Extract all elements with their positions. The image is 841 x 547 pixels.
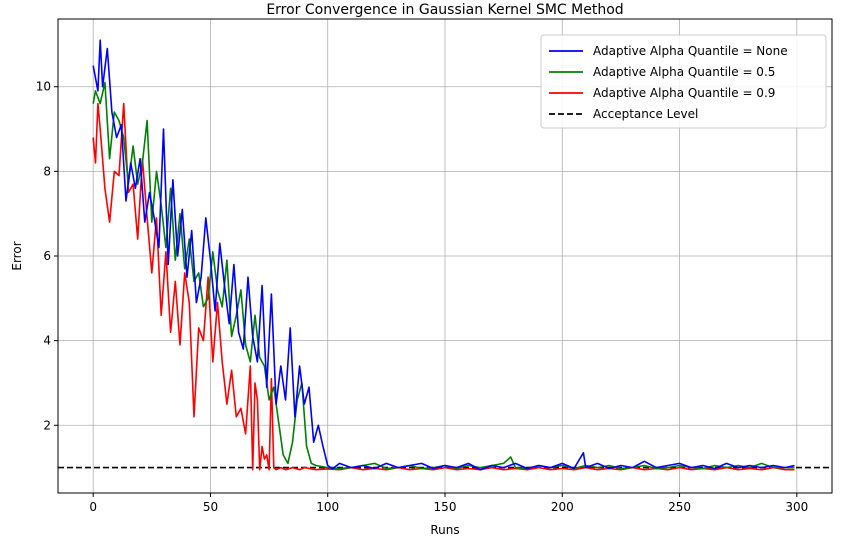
y-tick-label: 8 (43, 164, 51, 178)
legend: Adaptive Alpha Quantile = None Adaptive A… (540, 34, 827, 129)
x-tick-label: 50 (203, 500, 218, 514)
series-line-2 (92, 102, 795, 471)
y-tick-label: 10 (36, 80, 51, 94)
legend-label: Adaptive Alpha Quantile = 0.5 (593, 65, 775, 79)
series-line-0 (92, 39, 795, 471)
legend-box (540, 34, 827, 129)
y-axis-label: Error (10, 241, 24, 270)
x-tick-label: 0 (89, 500, 97, 514)
x-tick-label: 300 (785, 500, 808, 514)
legend-label: Acceptance Level (593, 107, 698, 121)
y-tick-label: 2 (43, 418, 51, 432)
ticks: 0 50 100 150 200 250 300 2 4 6 8 10 (36, 80, 809, 514)
chart-title: Error Convergence in Gaussian Kernel SMC… (266, 2, 623, 18)
legend-label: Adaptive Alpha Quantile = None (593, 44, 788, 58)
x-tick-label: 200 (551, 500, 574, 514)
series-layer (92, 39, 795, 471)
x-tick-label: 250 (668, 500, 691, 514)
y-tick-label: 6 (43, 249, 51, 263)
y-tick-label: 4 (43, 334, 51, 348)
legend-label: Adaptive Alpha Quantile = 0.9 (593, 86, 775, 100)
x-tick-label: 150 (434, 500, 457, 514)
x-axis-label: Runs (430, 523, 459, 537)
x-tick-label: 100 (316, 500, 339, 514)
